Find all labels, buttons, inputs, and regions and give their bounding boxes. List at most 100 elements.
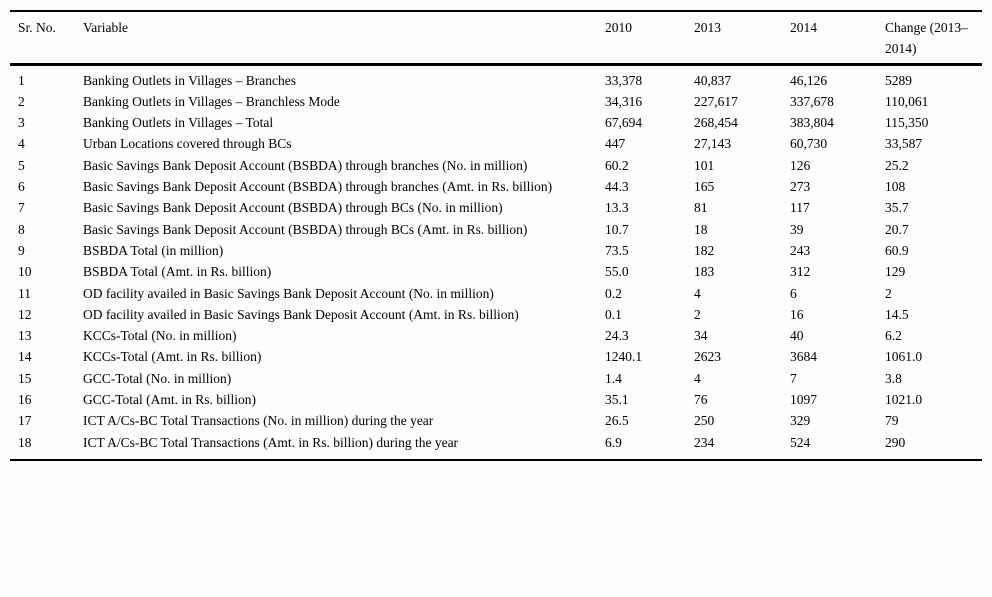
value-2010-cell: 35.1 xyxy=(605,392,629,408)
value-2013-cell: 268,454 xyxy=(694,115,738,131)
value-2013-cell: 40,837 xyxy=(694,72,732,88)
value-2013-cell: 234 xyxy=(694,434,715,450)
value-2014-cell: 273 xyxy=(790,179,811,195)
value-2014-cell: 1097 xyxy=(790,392,817,408)
table-row: 18 ICT A/Cs-BC Total Transactions (Amt. … xyxy=(10,432,982,460)
sr-no-cell: 13 xyxy=(18,328,32,344)
variable-cell: Urban Locations covered through BCs xyxy=(83,136,292,152)
change-cell: 1061.0 xyxy=(885,349,923,365)
change-cell: 20.7 xyxy=(885,221,909,237)
sr-no-cell: 4 xyxy=(18,136,25,152)
value-2013-cell: 4 xyxy=(694,370,701,386)
change-cell: 290 xyxy=(885,434,906,450)
value-2010-cell: 26.5 xyxy=(605,413,629,429)
value-2013-cell: 101 xyxy=(694,157,715,173)
sr-no-cell: 10 xyxy=(18,264,32,280)
sr-no-cell: 18 xyxy=(18,434,32,450)
change-cell: 2 xyxy=(885,285,892,301)
value-2010-cell: 73.5 xyxy=(605,242,629,258)
value-2013-cell: 81 xyxy=(694,200,708,216)
table-header: Sr. No. Variable 2010 2013 2014 Change (… xyxy=(10,11,982,66)
variable-cell: OD facility availed in Basic Savings Ban… xyxy=(83,306,519,322)
variable-cell: Banking Outlets in Villages – Branches xyxy=(83,72,297,88)
value-2013-cell: 34 xyxy=(694,328,708,344)
variable-cell: BSBDA Total (in million) xyxy=(83,242,224,258)
value-2013-cell: 18 xyxy=(694,221,708,237)
sr-no-cell: 2 xyxy=(18,93,25,109)
value-2010-cell: 1240.1 xyxy=(605,349,643,365)
change-cell: 25.2 xyxy=(885,157,909,173)
value-2010-cell: 67,694 xyxy=(605,115,643,131)
value-2014-cell: 60,730 xyxy=(790,136,828,152)
table-row: 5 Basic Savings Bank Deposit Account (BS… xyxy=(10,155,982,176)
financial-inclusion-table: Sr. No. Variable 2010 2013 2014 Change (… xyxy=(10,10,982,461)
header-row: Sr. No. Variable 2010 2013 2014 Change (… xyxy=(10,11,982,66)
sr-no-cell: 9 xyxy=(18,242,25,258)
value-2013-cell: 2623 xyxy=(694,349,721,365)
variable-cell: Basic Savings Bank Deposit Account (BSBD… xyxy=(83,200,503,216)
value-2013-cell: 165 xyxy=(694,179,715,195)
value-2010-cell: 34,316 xyxy=(605,93,643,109)
variable-cell: GCC-Total (Amt. in Rs. billion) xyxy=(83,392,257,408)
value-2014-cell: 524 xyxy=(790,434,811,450)
table-row: 10 BSBDA Total (Amt. in Rs. billion) 55.… xyxy=(10,261,982,282)
value-2013-cell: 250 xyxy=(694,413,715,429)
change-cell: 3.8 xyxy=(885,370,902,386)
value-2014-cell: 337,678 xyxy=(790,93,834,109)
table-row: 15 GCC-Total (No. in million) 1.4 4 7 3.… xyxy=(10,368,982,389)
change-cell: 115,350 xyxy=(885,115,929,131)
variable-cell: GCC-Total (No. in million) xyxy=(83,370,232,386)
table-row: 13 KCCs-Total (No. in million) 24.3 34 4… xyxy=(10,325,982,346)
value-2010-cell: 60.2 xyxy=(605,157,629,173)
value-2013-cell: 183 xyxy=(694,264,715,280)
table-row: 7 Basic Savings Bank Deposit Account (BS… xyxy=(10,197,982,218)
change-cell: 129 xyxy=(885,264,906,280)
value-2010-cell: 0.2 xyxy=(605,285,622,301)
table-row: 9 BSBDA Total (in million) 73.5 182 243 … xyxy=(10,240,982,261)
variable-cell: Banking Outlets in Villages – Branchless… xyxy=(83,93,340,109)
table-row: 8 Basic Savings Bank Deposit Account (BS… xyxy=(10,219,982,240)
value-2014-cell: 3684 xyxy=(790,349,817,365)
sr-no-cell: 16 xyxy=(18,392,32,408)
table-row: 12 OD facility availed in Basic Savings … xyxy=(10,304,982,325)
variable-cell: OD facility availed in Basic Savings Ban… xyxy=(83,285,494,301)
value-2010-cell: 44.3 xyxy=(605,179,629,195)
change-cell: 5289 xyxy=(885,72,912,88)
variable-cell: Basic Savings Bank Deposit Account (BSBD… xyxy=(83,179,553,195)
sr-no-cell: 7 xyxy=(18,200,25,216)
value-2013-cell: 227,617 xyxy=(694,93,738,109)
change-cell: 1021.0 xyxy=(885,392,923,408)
value-2010-cell: 13.3 xyxy=(605,200,629,216)
variable-cell: ICT A/Cs-BC Total Transactions (Amt. in … xyxy=(83,434,459,450)
sr-no-cell: 6 xyxy=(18,179,25,195)
change-cell: 60.9 xyxy=(885,242,909,258)
change-cell: 110,061 xyxy=(885,93,929,109)
sr-no-cell: 15 xyxy=(18,370,32,386)
sr-no-cell: 1 xyxy=(18,72,25,88)
value-2010-cell: 0.1 xyxy=(605,306,622,322)
table-row: 2 Banking Outlets in Villages – Branchle… xyxy=(10,91,982,112)
table-row: 14 KCCs-Total (Amt. in Rs. billion) 1240… xyxy=(10,346,982,367)
variable-cell: KCCs-Total (No. in million) xyxy=(83,328,237,344)
value-2010-cell: 1.4 xyxy=(605,370,622,386)
change-cell: 33,587 xyxy=(885,136,923,152)
column-header-2013: 2013 xyxy=(694,11,790,66)
value-2014-cell: 6 xyxy=(790,285,797,301)
value-2013-cell: 2 xyxy=(694,306,701,322)
sr-no-cell: 3 xyxy=(18,115,25,131)
table-row: 6 Basic Savings Bank Deposit Account (BS… xyxy=(10,176,982,197)
sr-no-cell: 8 xyxy=(18,221,25,237)
table-row: 17 ICT A/Cs-BC Total Transactions (No. i… xyxy=(10,410,982,431)
value-2013-cell: 4 xyxy=(694,285,701,301)
variable-cell: Basic Savings Bank Deposit Account (BSBD… xyxy=(83,221,528,237)
value-2014-cell: 126 xyxy=(790,157,811,173)
sr-no-cell: 12 xyxy=(18,306,32,322)
value-2010-cell: 6.9 xyxy=(605,434,622,450)
table-body: 1 Banking Outlets in Villages – Branches… xyxy=(10,64,982,460)
value-2013-cell: 182 xyxy=(694,242,715,258)
variable-cell: BSBDA Total (Amt. in Rs. billion) xyxy=(83,264,272,280)
value-2014-cell: 7 xyxy=(790,370,797,386)
sr-no-cell: 14 xyxy=(18,349,32,365)
value-2014-cell: 329 xyxy=(790,413,811,429)
